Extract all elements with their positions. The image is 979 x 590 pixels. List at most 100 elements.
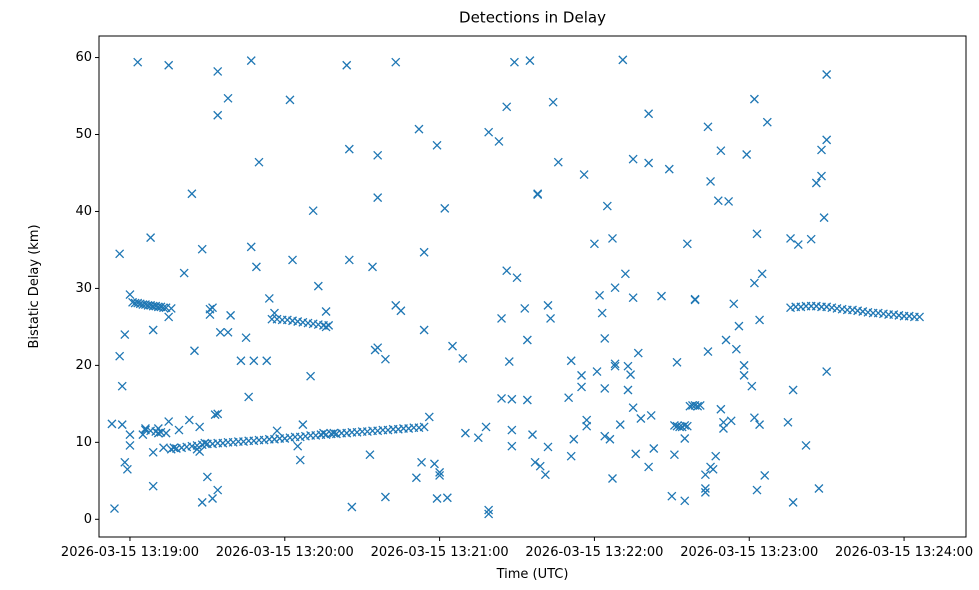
data-point	[166, 303, 176, 313]
data-point	[417, 457, 427, 467]
data-point	[618, 55, 628, 65]
data-point	[460, 428, 470, 438]
data-point	[184, 415, 194, 425]
data-point	[646, 410, 656, 420]
data-point	[195, 422, 205, 432]
y-axis-ticks: 0 10 20 30 40 50 60	[75, 50, 99, 527]
data-point	[368, 262, 377, 272]
data-point	[682, 239, 692, 249]
data-point	[208, 303, 217, 313]
data-point	[633, 348, 643, 358]
data-point	[117, 381, 127, 391]
data-point	[597, 308, 607, 318]
data-point	[582, 421, 592, 431]
data-point	[208, 494, 217, 503]
x-tick-label: 2026-03-15 13:24:00	[835, 545, 973, 560]
data-point	[272, 426, 282, 436]
data-point	[579, 170, 589, 179]
data-point	[223, 93, 233, 103]
data-point	[512, 273, 522, 283]
data-point	[140, 424, 150, 433]
data-point	[484, 505, 494, 515]
data-point	[159, 303, 168, 313]
data-point	[419, 247, 429, 257]
data-point	[566, 356, 576, 366]
data-point	[125, 290, 135, 300]
data-point	[435, 470, 445, 480]
data-point	[161, 428, 171, 438]
data-point	[742, 150, 752, 159]
data-point	[241, 333, 251, 343]
data-point	[739, 360, 749, 370]
data-point	[535, 461, 545, 471]
data-point	[700, 470, 710, 480]
data-point	[321, 307, 331, 316]
data-point	[615, 420, 625, 430]
data-point	[473, 433, 483, 443]
data-point	[481, 422, 491, 432]
data-point	[187, 189, 197, 199]
data-point	[380, 354, 390, 364]
data-point	[700, 484, 710, 493]
data-point	[502, 266, 512, 276]
data-point	[755, 420, 765, 430]
data-point	[680, 434, 690, 443]
data-point	[564, 393, 574, 403]
data-point	[264, 293, 274, 303]
data-point	[814, 484, 824, 493]
data-point	[293, 441, 303, 451]
data-point	[213, 409, 223, 419]
data-point	[200, 438, 210, 448]
plot-area-frame	[98, 35, 967, 538]
data-point	[788, 385, 798, 395]
data-point	[577, 370, 586, 380]
data-point	[752, 229, 762, 239]
data-point	[120, 457, 130, 467]
data-point	[522, 335, 532, 345]
data-point	[373, 193, 383, 203]
y-tick-label: 40	[75, 204, 92, 219]
data-point	[484, 509, 494, 519]
data-point	[507, 394, 517, 404]
y-tick-label: 30	[75, 281, 92, 296]
data-point	[324, 320, 334, 330]
data-point	[543, 442, 553, 452]
data-point	[380, 492, 390, 502]
data-point	[602, 201, 612, 211]
data-point	[729, 299, 739, 309]
data-point	[321, 322, 331, 332]
data-point	[347, 502, 357, 512]
data-point	[236, 356, 246, 366]
data-point	[626, 370, 636, 380]
data-point	[365, 450, 375, 460]
data-point	[528, 430, 537, 440]
data-point	[507, 425, 517, 435]
data-point	[344, 144, 354, 154]
data-point	[329, 428, 339, 438]
data-point	[595, 290, 605, 300]
data-point	[669, 450, 679, 460]
data-point	[713, 196, 723, 206]
x-axis-ticks: 2026-03-15 13:19:00 2026-03-15 13:20:00 20…	[61, 537, 973, 560]
data-point	[419, 325, 429, 335]
data-point	[520, 303, 530, 313]
data-point	[749, 413, 759, 423]
data-point	[306, 371, 316, 381]
data-point	[213, 66, 223, 76]
data-point	[801, 440, 811, 450]
data-point	[822, 70, 832, 79]
data-point	[373, 343, 383, 353]
data-point	[146, 233, 156, 243]
data-point	[610, 359, 620, 369]
data-point	[159, 443, 168, 453]
data-point	[190, 346, 199, 356]
data-point	[718, 417, 728, 427]
data-point	[373, 150, 383, 160]
data-point	[822, 135, 832, 145]
data-point	[223, 327, 233, 337]
data-point	[644, 109, 654, 119]
data-point	[133, 298, 143, 308]
data-point	[788, 497, 798, 507]
data-point	[497, 313, 506, 323]
data-point	[125, 430, 135, 440]
